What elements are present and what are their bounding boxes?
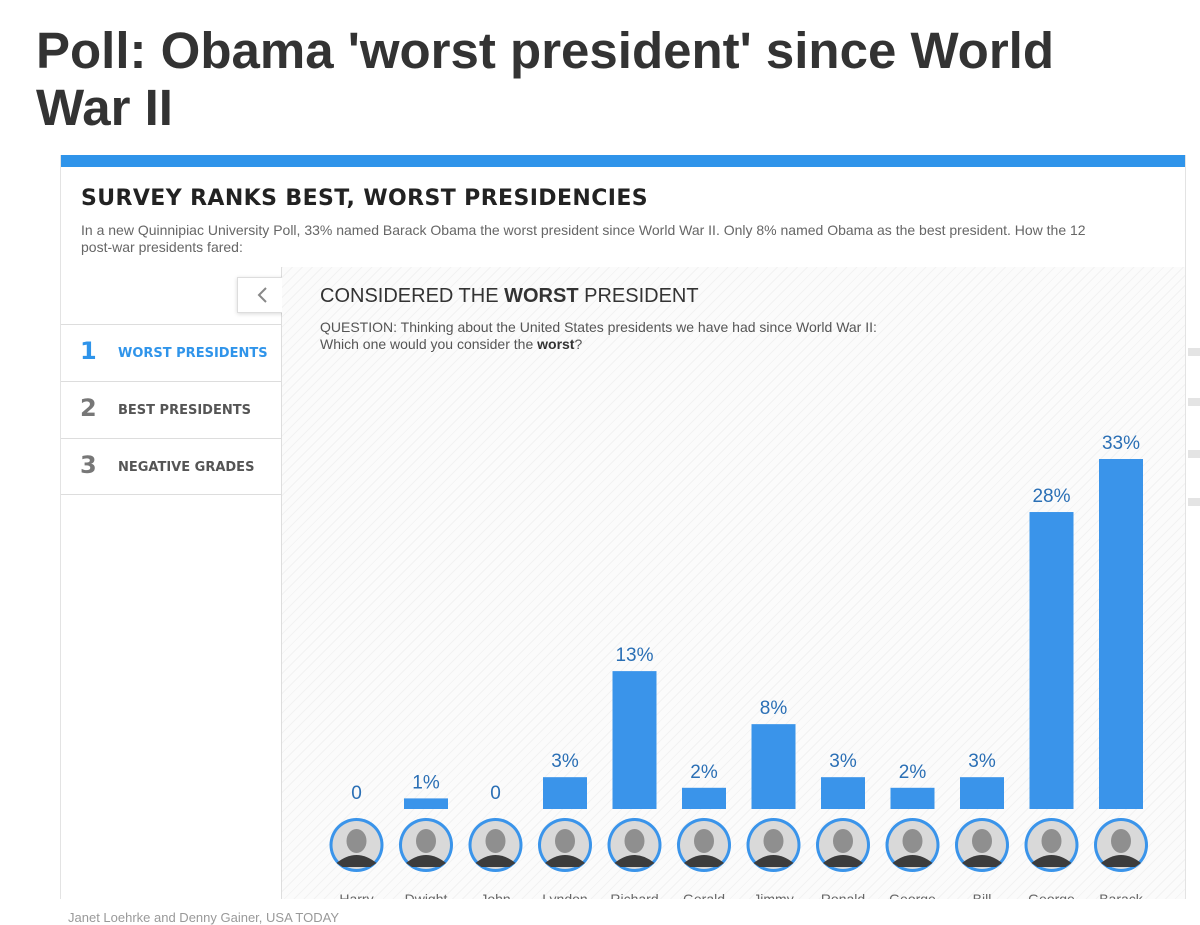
scroll-mark [1188, 348, 1200, 356]
president-first-name: Richard [610, 891, 658, 899]
question-bold-word: worst [537, 336, 575, 352]
chart-title-pre: CONSIDERED THE [320, 285, 505, 307]
president-first-name: Bill [973, 891, 992, 899]
avatar-face [346, 829, 367, 853]
avatar-suit [475, 855, 516, 867]
president-first-name: John [480, 891, 510, 899]
bar-value-label: 0 [351, 783, 362, 804]
avatar-suit [614, 855, 655, 867]
avatar-face [1041, 829, 1062, 853]
avatar-suit [962, 855, 1002, 867]
avatar-face [902, 829, 923, 853]
president-first-name: George [1028, 891, 1075, 899]
president-first-name: Jimmy [753, 891, 793, 899]
avatar-suit [545, 855, 585, 867]
bar-value-label: 28% [1032, 486, 1070, 507]
avatar-face [416, 829, 436, 853]
avatar-face [555, 829, 575, 853]
avatar-suit [823, 855, 863, 867]
bar-value-label: 0 [490, 783, 501, 804]
chart-title-bold: WORST [504, 285, 579, 307]
bar [682, 787, 726, 809]
bar-value-label: 1% [412, 772, 440, 793]
avatar-suit [406, 855, 446, 867]
bar [890, 787, 935, 809]
avatar-face [1111, 829, 1131, 853]
nav-number: 2 [80, 394, 97, 422]
scroll-mark [1188, 450, 1200, 458]
avatar-face [763, 829, 784, 853]
nav-number: 3 [80, 451, 97, 479]
bar-value-label: 3% [968, 751, 996, 772]
bar [612, 671, 657, 809]
question-line-2: Which one would you consider the [320, 336, 538, 352]
avatar-suit [336, 855, 377, 867]
avatar-face [694, 829, 714, 853]
bar-value-label: 8% [760, 698, 788, 719]
chart-question: QUESTION: Thinking about the United Stat… [320, 319, 940, 353]
graphic-intro: In a new Quinnipiac University Poll, 33%… [81, 222, 1086, 255]
bar-value-label: 2% [690, 762, 718, 783]
president-first-name: Ronald [821, 891, 865, 899]
president-first-name: Barack [1099, 891, 1144, 899]
president-first-name: Gerald [683, 891, 725, 899]
avatar-face [624, 829, 645, 853]
president-first-name: Dwight [405, 891, 448, 899]
avatar-face [485, 829, 506, 853]
bar-chart: 0HarryTruman1%DwightEienhower0JohnKenned… [329, 433, 1148, 899]
bar [404, 798, 448, 809]
bar [1029, 512, 1074, 809]
nav-label: BEST PRESIDENTS [118, 403, 251, 418]
bar [960, 777, 1004, 809]
president-first-name: George [889, 891, 936, 899]
nav-label: WORST PRESIDENTS [118, 346, 268, 361]
bar-value-label: 3% [829, 751, 857, 772]
bar-value-label: 33% [1102, 433, 1140, 454]
bar-value-label: 2% [899, 762, 927, 783]
bar [821, 777, 865, 809]
graphic-title: SURVEY RANKS BEST, WORST PRESIDENCIES [81, 186, 649, 211]
bar-value-label: 13% [615, 645, 653, 666]
sidebar: 1 WORST PRESIDENTS 2 BEST PRESIDENTS 3 N… [61, 267, 289, 899]
avatar-face [972, 829, 992, 853]
scroll-mark [1188, 398, 1200, 406]
scroll-indicator [1188, 348, 1200, 508]
avatar-suit [892, 855, 933, 867]
bar-value-label: 3% [551, 751, 579, 772]
nav-item-negative-grades[interactable]: 3 NEGATIVE GRADES [61, 438, 281, 495]
avatar-suit [684, 855, 724, 867]
president-first-name: Lyndon [542, 891, 587, 899]
question-line-1: QUESTION: Thinking about the United Stat… [320, 319, 877, 335]
chart-title: CONSIDERED THE WORST PRESIDENT [320, 285, 699, 308]
nav-item-best-presidents[interactable]: 2 BEST PRESIDENTS [61, 381, 281, 438]
nav-number: 1 [80, 337, 97, 365]
president-first-name: Harry [339, 891, 373, 899]
avatar-suit [1031, 855, 1072, 867]
graphic-container: SURVEY RANKS BEST, WORST PRESIDENCIES In… [60, 155, 1186, 899]
nav-item-worst-presidents[interactable]: 1 WORST PRESIDENTS [61, 324, 281, 381]
chevron-left-icon [257, 287, 267, 303]
bar [543, 777, 587, 809]
bar [1099, 459, 1143, 809]
question-end: ? [574, 336, 583, 352]
avatar-suit [753, 855, 794, 867]
avatar-face [833, 829, 853, 853]
avatar-suit [1101, 855, 1141, 867]
headline: Poll: Obama 'worst president' since Worl… [36, 22, 1055, 136]
back-button[interactable] [237, 277, 289, 313]
credit-line: Janet Loehrke and Denny Gainer, USA TODA… [68, 910, 339, 925]
scroll-mark [1188, 498, 1200, 506]
bar [751, 724, 796, 809]
accent-bar [61, 155, 1185, 167]
nav-label: NEGATIVE GRADES [118, 460, 255, 475]
chart-title-post: PRESIDENT [578, 285, 699, 307]
